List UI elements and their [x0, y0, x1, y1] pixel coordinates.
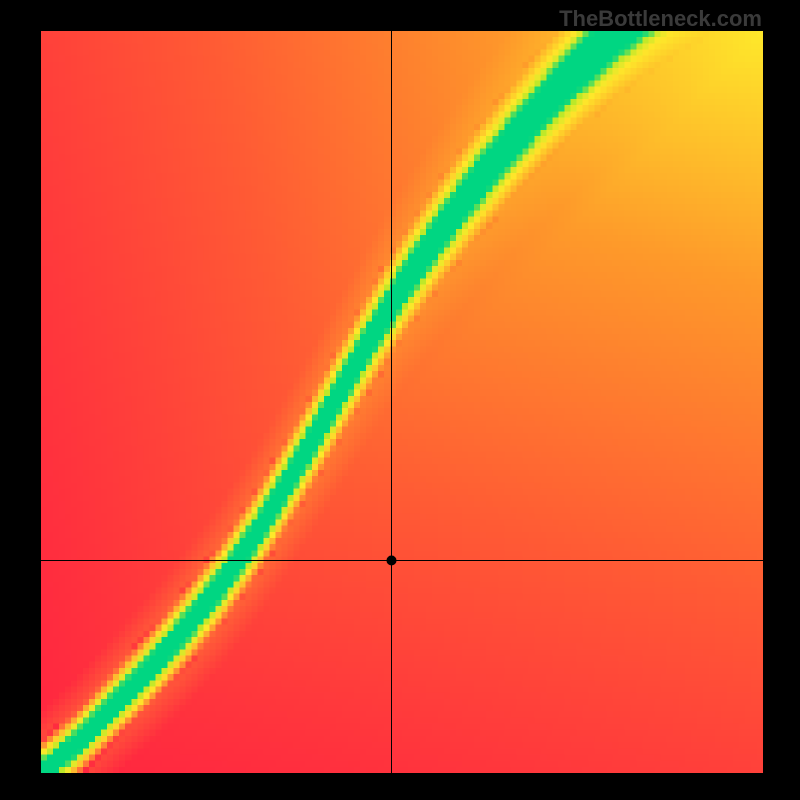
crosshair-overlay: [41, 31, 763, 773]
watermark-text: TheBottleneck.com: [559, 6, 762, 32]
chart-container: TheBottleneck.com: [0, 0, 800, 800]
